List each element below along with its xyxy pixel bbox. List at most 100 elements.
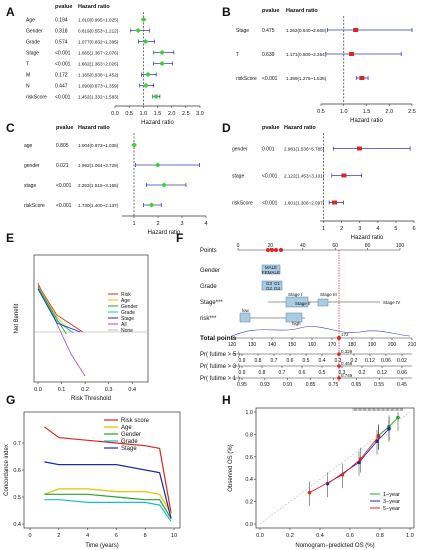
forest-A-row-hr-text: 0.819(0.553~1.212): [78, 29, 119, 34]
nomo-selected-point: [274, 248, 278, 252]
calib-series-line: [327, 428, 390, 485]
nomo-total-tick-label: 140: [268, 342, 277, 348]
nomo-density-curve: [231, 326, 411, 337]
forest-B-row-hr-text: 1.399(1.276~1.535): [286, 76, 327, 81]
dca-frame: [33, 254, 149, 383]
nomo-total-tick-label: 180: [348, 342, 357, 348]
dca-x-tick-label: 0.3: [105, 387, 113, 393]
forest-A-row-label: riskScore: [26, 95, 47, 101]
cindex-y-tick-label: 0.6: [13, 468, 21, 474]
cindex-x-tick-label: 6: [115, 533, 118, 539]
nomo-stage-i: Stage I: [288, 292, 302, 297]
calib-point: [396, 415, 400, 420]
nomo-pr1-annot: 0.749: [341, 373, 353, 378]
calib-x-title: Nomogram−predicted OS (%): [295, 543, 374, 549]
nomo-total-tick-label: 120: [228, 342, 237, 348]
forest-A-row-hr-text: 1.665(1.367~2.076): [78, 51, 119, 56]
panel-label-a: A: [6, 5, 15, 19]
forest-A-point: [145, 72, 152, 77]
forest-D-point: [356, 146, 362, 151]
forest-A-point: [153, 94, 160, 99]
forest-B-row-label: Stage: [236, 28, 249, 34]
forest-A-tick-label: 1.5: [154, 111, 162, 117]
forest-D-point: [331, 200, 337, 205]
nomo-marker-dot: [337, 336, 341, 340]
forest-B-row-pvalue: 0.639: [262, 52, 275, 58]
forest-C-tick-label: 1: [132, 221, 135, 227]
calib-x-tick-label: 0.0: [256, 533, 264, 539]
forest-D-row-label: stage: [232, 174, 244, 180]
dca-x-tick-label: 0.1: [58, 387, 66, 393]
nomo-risk-low: low: [242, 308, 250, 313]
nomo-gender-female: FEMALE: [262, 270, 280, 275]
nomo-row-label: Grade: [200, 284, 217, 290]
nomo-pr3-tick-label: 0.7: [279, 370, 286, 376]
cindex-y-tick-label: 0.5: [13, 495, 21, 501]
forest-C-header-hr: Hazard ratio: [78, 125, 110, 131]
forest-B-row-hr-text: 1.171(0.606~2.264): [286, 52, 327, 57]
calib-point: [387, 427, 391, 431]
dca-legend-label: Age: [121, 298, 130, 304]
nomo-pr3-tick-label: 0.12: [377, 370, 387, 376]
forest-A-row-pvalue: 0.447: [55, 84, 68, 90]
calib-y-tick-label: 0.2: [245, 500, 253, 506]
nomo-pr5-tick-label: 0.02: [397, 358, 407, 364]
nomo-total-tick-label: 150: [288, 342, 297, 348]
dca-legend-label: All: [121, 322, 127, 328]
nomo-row-label: Points: [200, 248, 217, 254]
forest-A-header-hr: Hazard ratio: [78, 4, 110, 10]
forest-D-row-pvalue: 0.001: [262, 147, 275, 153]
nomo-points-tick-label: 60: [332, 243, 338, 249]
forest-C-point: [148, 202, 155, 208]
cindex-legend-label: Grade: [121, 439, 138, 445]
nomo-grade-g2: G2: [266, 286, 273, 291]
nomo-pr3-tick-label: 0.6: [299, 370, 306, 376]
nomo-pr3-tick-label: 0.5: [319, 370, 326, 376]
forest-C-row-label: gender: [24, 163, 40, 169]
nomo-pr3-marker-dot: [337, 364, 341, 368]
forest-D-header-pvalue: pvalue: [262, 125, 279, 131]
forest-A-header-pvalue: pvalue: [55, 4, 72, 10]
nomo-points-tick-label: 80: [365, 243, 371, 249]
nomo-pr5-marker-dot: [337, 352, 341, 356]
forest-D-row-label: riskScore: [232, 201, 253, 207]
forest-D-tick-label: 1: [322, 226, 325, 232]
cindex-series-line: [44, 493, 172, 519]
nomo-stage-iv: Stage IV: [383, 300, 400, 305]
panel-label-h: H: [222, 393, 231, 407]
forest-C-tick-label: 4: [204, 221, 207, 227]
forest-C-header-pvalue: pvalue: [56, 125, 73, 131]
forest-D-row-hr-text: 2.981(1.536~5.785): [284, 147, 325, 152]
nomo-pr3-tick-label: 0.3: [339, 370, 346, 376]
cindex-x-tick-label: 4: [86, 533, 89, 539]
calib-point: [376, 434, 381, 439]
forest-A-tick-label: 1.0: [140, 111, 148, 117]
forest-A-row-pvalue: <0.001: [55, 62, 71, 68]
forest-C-row-pvalue: 0.805: [56, 143, 69, 149]
forest-B-tick-label: 2.0: [385, 109, 393, 115]
nomo-selected-point: [266, 248, 270, 252]
calib-point: [307, 490, 312, 495]
forest-D-tick-label: 6: [412, 226, 415, 232]
nomo-gender-box: [261, 264, 281, 275]
nomo-pr1-tick-label: 0.55: [374, 382, 384, 388]
calib-series-line: [309, 436, 379, 494]
calib-frame: [255, 407, 415, 529]
forest-A-row-pvalue: 0.574: [55, 40, 68, 46]
nomo-pr5-tick-label: 0.6: [287, 358, 294, 364]
cindex-x-tick-label: 10: [171, 533, 177, 539]
calib-x-tick-label: 0.2: [286, 533, 294, 539]
panel-label-e: E: [6, 231, 14, 245]
forest-A-row-label: Stage: [26, 51, 39, 57]
nomo-row-label: risk***: [200, 316, 217, 322]
forest-B-point: [359, 76, 365, 80]
forest-D-row-label: gender: [232, 147, 248, 153]
forest-D-tick-label: 2: [340, 226, 343, 232]
nomo-pr1-tick-label: 0.75: [329, 382, 339, 388]
forest-B-header-hr: Hazard ratio: [286, 8, 318, 14]
nomo-total-tick-label: 210: [408, 342, 417, 348]
cindex-y-tick-label: 0.4: [13, 522, 21, 528]
nomo-grade-g1: G1: [274, 281, 281, 286]
forest-B-row-pvalue: <0.001: [262, 76, 278, 82]
nomo-pr5-tick-label: 0.8: [255, 358, 262, 364]
